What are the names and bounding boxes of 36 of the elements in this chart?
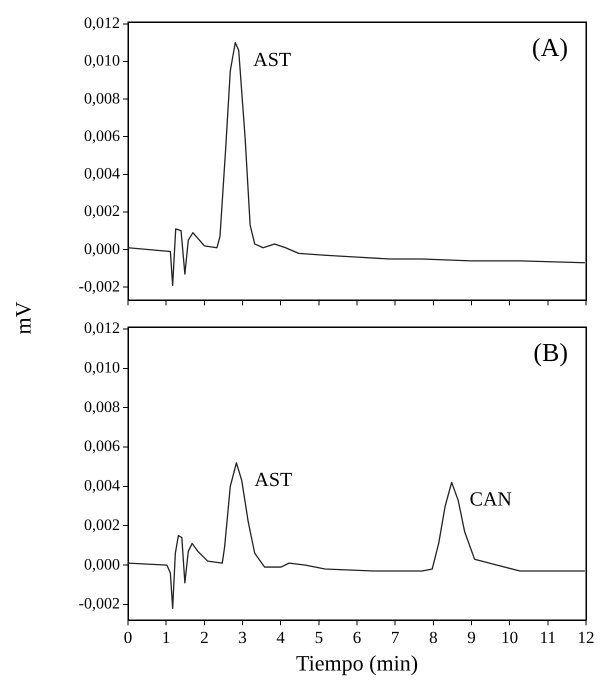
annotation: (A) xyxy=(532,32,568,62)
y-tick-label: 0,000 xyxy=(84,556,120,574)
y-tick-label: 0,008 xyxy=(84,90,120,108)
x-tick-label: 2 xyxy=(200,628,209,647)
x-tick-label: 4 xyxy=(276,628,286,647)
x-tick-label: 3 xyxy=(238,628,247,647)
y-axis-title: mV xyxy=(10,302,36,334)
x-tick-label: 10 xyxy=(501,628,518,647)
annotation: (B) xyxy=(533,338,568,367)
x-tick-label: 0 xyxy=(124,628,132,647)
x-tick-label: 6 xyxy=(352,628,362,647)
y-tick-label: 0,010 xyxy=(84,360,120,377)
x-tick-label: 1 xyxy=(162,628,170,647)
x-axis-title: Tiempo (min) xyxy=(296,650,418,676)
x-tick-label: 5 xyxy=(314,628,324,647)
y-tick-label: 0,010 xyxy=(84,52,120,70)
y-tick-label: 0,002 xyxy=(84,516,120,534)
x-tick-label: 11 xyxy=(540,628,556,647)
y-tick-label: 0,000 xyxy=(84,240,120,258)
y-tick-label: -0,002 xyxy=(78,596,120,613)
annotation: AST xyxy=(254,469,292,492)
y-tick-label: 0,012 xyxy=(84,15,120,32)
y-tick-label: -0,002 xyxy=(78,278,120,296)
x-tick-label: 12 xyxy=(578,628,594,647)
y-tick-label: 0,004 xyxy=(84,478,120,495)
annotation: CAN xyxy=(470,488,512,511)
y-tick-label: 0,012 xyxy=(84,320,120,338)
y-tick-label: 0,006 xyxy=(84,128,120,145)
x-tick-label: 8 xyxy=(429,628,438,647)
x-tick-label: 7 xyxy=(390,628,400,647)
y-tick-label: 0,002 xyxy=(84,203,120,220)
y-tick-label: 0,008 xyxy=(84,398,120,416)
annotation: AST xyxy=(253,48,292,71)
y-tick-label: 0,006 xyxy=(84,438,120,456)
x-tick-label: 9 xyxy=(467,628,476,647)
y-tick-label: 0,004 xyxy=(84,166,120,183)
